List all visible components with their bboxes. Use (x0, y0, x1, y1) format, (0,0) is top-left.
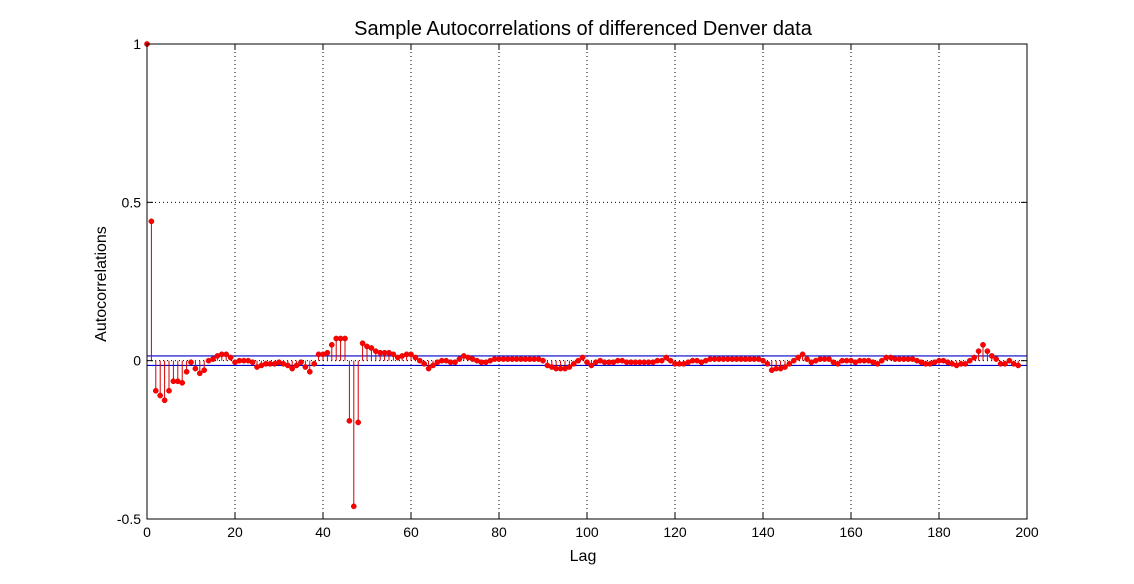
acf-point (152, 387, 159, 394)
acf-point (359, 340, 366, 347)
acf-point (984, 348, 991, 355)
acf-point (874, 360, 881, 367)
acf-point (192, 365, 199, 372)
x-tick-label: 120 (663, 524, 687, 540)
acf-point (196, 370, 203, 377)
x-tick-label: 0 (143, 524, 151, 540)
y-tick-labels: -0.5 0 0.5 1 (117, 36, 141, 527)
x-tick-label: 200 (1015, 524, 1039, 540)
acf-point (975, 348, 982, 355)
acf-point (826, 356, 832, 362)
acf-point (878, 357, 885, 364)
acf-point (566, 364, 573, 370)
acf-point (166, 387, 172, 394)
acf-point (579, 354, 586, 361)
plot-area (147, 44, 1027, 519)
x-tick-label: 180 (927, 524, 951, 540)
acf-point (966, 357, 973, 364)
x-tick-label: 60 (403, 524, 419, 540)
chart-title: Sample Autocorrelations of differenced D… (354, 18, 813, 40)
acf-point (1006, 357, 1013, 364)
acf-point (584, 359, 590, 366)
acf-point (764, 360, 771, 367)
acf-point (456, 356, 463, 362)
acf-point (416, 357, 423, 364)
acf-point (663, 354, 670, 361)
acf-point (971, 354, 978, 361)
acf-point (804, 356, 810, 362)
acf-point (588, 362, 595, 369)
x-tick-label: 160 (839, 524, 863, 540)
acf-point (227, 354, 234, 361)
acf-point (157, 392, 164, 399)
acf-point (430, 362, 436, 369)
x-tick-label: 40 (315, 524, 331, 540)
acf-point (161, 397, 168, 404)
acf-point (346, 417, 353, 424)
markers (144, 41, 1022, 510)
acf-point (1002, 360, 1008, 367)
acf-point (179, 379, 186, 386)
acf-point (148, 218, 155, 225)
acf-point (834, 360, 841, 367)
acf-point (249, 359, 256, 366)
y-tick-label: 0 (133, 353, 141, 369)
y-tick-label: 0.5 (122, 194, 142, 210)
acf-point (786, 360, 793, 367)
y-axis-label: Autocorrelations (93, 226, 110, 342)
acf-point (799, 351, 806, 358)
acf-point (425, 365, 432, 372)
acf-point (293, 362, 300, 369)
acf-point (302, 364, 309, 370)
acf-point (570, 360, 577, 367)
acf-point (452, 359, 458, 366)
tick-marks (146, 43, 1028, 520)
acf-point (201, 367, 208, 374)
acf-point (284, 362, 291, 369)
x-tick-labels: 0 20 40 60 80 100 120 140 160 180 200 (143, 524, 1039, 540)
acf-point (575, 357, 582, 364)
x-tick-label: 80 (491, 524, 507, 540)
acf-point (298, 359, 304, 366)
acf-point (342, 335, 348, 342)
acf-point (993, 356, 1000, 362)
acf-point (355, 419, 362, 426)
acf-point (324, 349, 331, 356)
x-axis-label: Lag (570, 548, 597, 565)
acf-point (988, 353, 995, 359)
acf-point (540, 357, 546, 364)
acf-point (782, 364, 788, 370)
acf-point (795, 354, 802, 361)
x-tick-label: 20 (227, 524, 243, 540)
acf-point (408, 351, 414, 358)
acf-point (311, 360, 318, 367)
acf-point (183, 368, 190, 375)
acf-point (390, 351, 397, 358)
acf-point (368, 345, 375, 351)
acf-point (1015, 362, 1022, 369)
acf-point (306, 368, 313, 375)
x-tick-label: 100 (575, 524, 599, 540)
acf-point (980, 341, 986, 348)
acf-point (658, 357, 665, 364)
acf-point (962, 360, 969, 367)
acf-point (760, 357, 766, 364)
x-tick-label: 140 (751, 524, 775, 540)
acf-point (790, 357, 797, 364)
acf-point (210, 356, 216, 362)
acf-point (350, 503, 357, 510)
acf-point (328, 341, 335, 348)
acf-point (667, 357, 674, 364)
acf-point (188, 359, 194, 366)
acf-point (223, 351, 230, 358)
y-tick-label: -0.5 (117, 511, 141, 527)
acf-point (412, 354, 419, 361)
y-tick-label: 1 (133, 36, 141, 52)
acf-point (289, 365, 296, 372)
acf-point (421, 360, 428, 367)
confidence-bounds (147, 355, 1027, 367)
